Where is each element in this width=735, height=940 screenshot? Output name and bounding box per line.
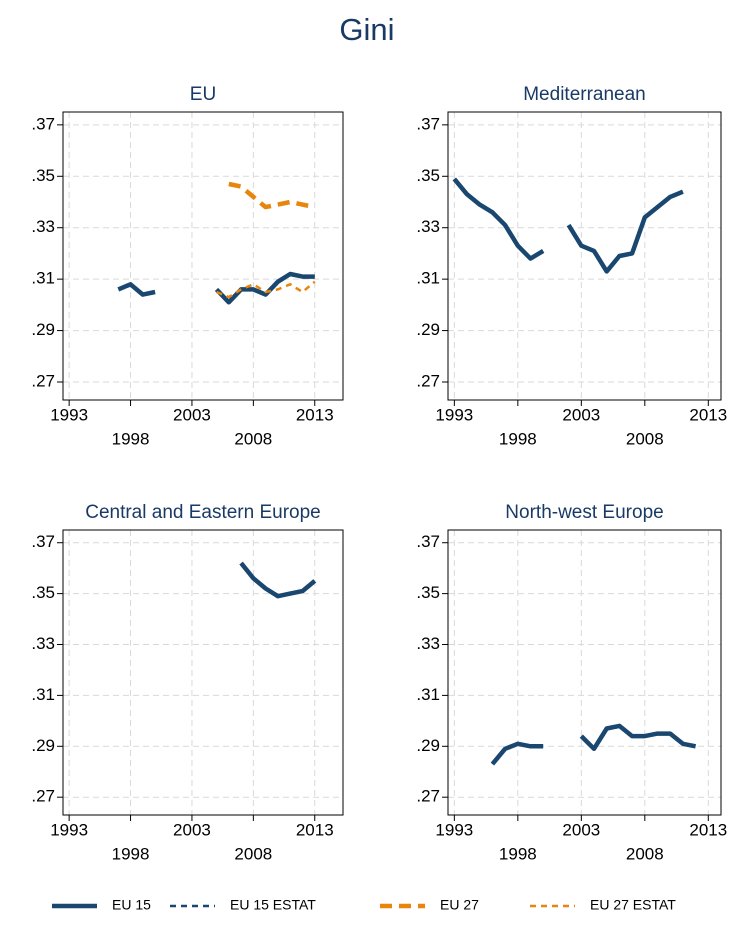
- y-tick-label: .31: [416, 685, 440, 704]
- x-tick-label: 2008: [626, 429, 664, 448]
- x-tick-label: 2003: [173, 820, 211, 839]
- y-tick-label: .33: [31, 217, 55, 236]
- x-tick-label: 1993: [435, 405, 473, 424]
- y-tick-label: .37: [31, 532, 55, 551]
- x-tick-label: 1998: [499, 429, 537, 448]
- plot-frame: [62, 529, 344, 816]
- y-tick-label: .27: [31, 787, 55, 806]
- y-tick-label: .33: [416, 217, 440, 236]
- y-tick-label: .35: [416, 166, 440, 185]
- y-tick-label: .33: [416, 634, 440, 653]
- y-tick-label: .35: [31, 583, 55, 602]
- y-tick-label: .31: [31, 269, 55, 288]
- x-tick-label: 2013: [296, 405, 334, 424]
- y-tick-label: .29: [416, 736, 440, 755]
- y-tick-label: .37: [31, 114, 55, 133]
- y-tick-label: .35: [31, 166, 55, 185]
- x-tick-label: 1998: [499, 844, 537, 863]
- legend-label: EU 15 ESTAT: [230, 897, 316, 913]
- plot-frame: [62, 111, 344, 401]
- y-tick-label: .27: [416, 371, 440, 390]
- y-tick-label: .29: [31, 320, 55, 339]
- panel-title: Mediterranean: [523, 84, 646, 105]
- y-tick-label: .29: [31, 736, 55, 755]
- y-tick-label: .27: [31, 371, 55, 390]
- panel-title: EU: [190, 84, 216, 105]
- plot-frame: [447, 111, 722, 401]
- x-tick-label: 2003: [562, 405, 600, 424]
- x-tick-label: 2013: [689, 405, 727, 424]
- x-tick-label: 2008: [626, 844, 664, 863]
- legend-label: EU 15: [112, 897, 151, 913]
- series-line: [228, 181, 316, 210]
- panel-title: North-west Europe: [505, 502, 663, 523]
- y-tick-label: .31: [416, 269, 440, 288]
- legend-label: EU 27 ESTAT: [590, 897, 676, 913]
- series-line: [216, 280, 316, 299]
- y-tick-label: .29: [416, 320, 440, 339]
- x-tick-label: 2008: [234, 844, 272, 863]
- x-tick-label: 1993: [435, 820, 473, 839]
- y-tick-label: .27: [416, 787, 440, 806]
- x-tick-label: 1998: [112, 429, 150, 448]
- x-tick-label: 1993: [50, 405, 88, 424]
- y-tick-label: .37: [416, 532, 440, 551]
- series-line: [452, 177, 684, 274]
- x-tick-label: 2003: [173, 405, 211, 424]
- x-tick-label: 1993: [50, 820, 88, 839]
- y-tick-label: .35: [416, 583, 440, 602]
- legend-label: EU 27: [440, 897, 479, 913]
- x-tick-label: 2003: [562, 820, 600, 839]
- plot-frame: [447, 529, 722, 816]
- x-tick-label: 1998: [112, 844, 150, 863]
- x-tick-label: 2013: [689, 820, 727, 839]
- x-tick-label: 2008: [234, 429, 272, 448]
- y-tick-label: .33: [31, 634, 55, 653]
- main-title: Gini: [339, 12, 394, 47]
- y-tick-label: .37: [416, 114, 440, 133]
- series-line: [117, 271, 315, 305]
- series-line: [490, 723, 697, 766]
- series-line: [239, 561, 317, 599]
- x-tick-label: 2013: [296, 820, 334, 839]
- panel-title: Central and Eastern Europe: [85, 502, 321, 523]
- y-tick-label: .31: [31, 685, 55, 704]
